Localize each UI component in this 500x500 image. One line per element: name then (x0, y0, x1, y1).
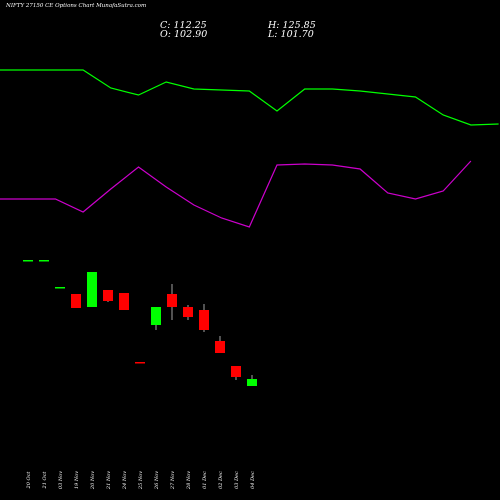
candle-body (135, 362, 145, 364)
candle-body (55, 287, 65, 289)
x-tick-label: 03 Nov (58, 471, 64, 489)
indicator-line (0, 69, 499, 126)
candle-body (231, 366, 241, 377)
x-tick-label: 28 Nov (186, 471, 192, 490)
candle-body (39, 260, 49, 262)
x-tick-label: 25 Nov (138, 471, 144, 490)
candle-body (151, 307, 161, 325)
x-tick-label: 20 Nov (90, 471, 96, 490)
x-tick-label: 24 Nov (122, 471, 128, 490)
chart-title: NIFTY 27150 CE Options Chart MunafaSutra… (6, 3, 147, 9)
candle-body (71, 294, 81, 308)
candle-body (247, 379, 257, 386)
candle-body (199, 310, 209, 330)
candle-body (183, 307, 193, 317)
x-tick-label: 21 Oct (42, 471, 48, 490)
x-tick-label: 20 Oct (26, 471, 32, 490)
candle-body (87, 272, 97, 307)
x-tick-label: 21 Nov (106, 471, 112, 490)
x-tick-label: 04 Dec (250, 471, 256, 489)
x-tick-label: 03 Dec (234, 471, 240, 489)
indicator-line (0, 160, 472, 228)
high-value: H: 125.85 (268, 20, 316, 31)
candle-body (119, 293, 129, 310)
low-value: L: 101.70 (268, 29, 314, 40)
x-tick-label: 19 Nov (74, 471, 80, 489)
open-value: O: 102.90 (160, 29, 208, 40)
x-tick-label: 27 Nov (170, 471, 176, 490)
x-tick-label: 01 Dec (202, 471, 208, 489)
candle-body (23, 260, 33, 262)
candle-body (167, 294, 177, 307)
x-tick-label: 02 Dec (218, 471, 224, 489)
candle-body (103, 290, 113, 301)
candle-body (215, 341, 225, 353)
close-value: C: 112.25 (160, 20, 207, 31)
x-tick-label: 26 Nov (154, 471, 160, 490)
